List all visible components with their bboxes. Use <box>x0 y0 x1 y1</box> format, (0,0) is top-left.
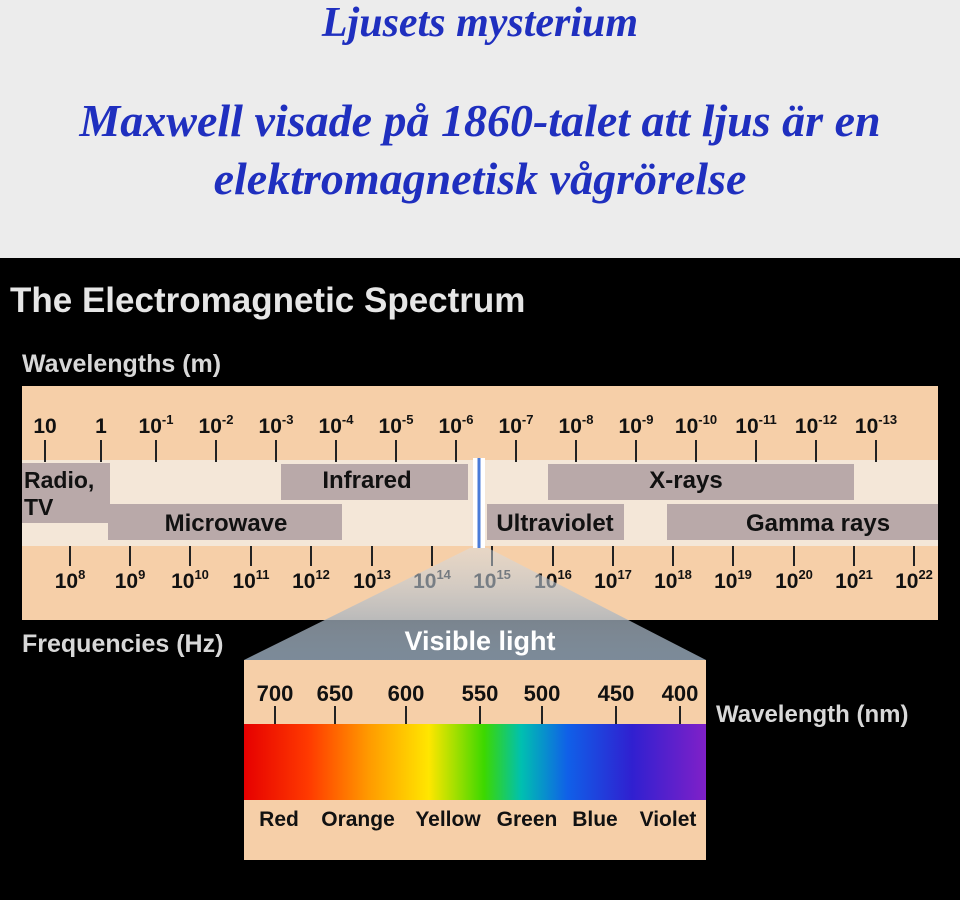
ultraviolet-band-box <box>487 504 624 540</box>
visible-color-name: Blue <box>572 808 618 831</box>
frequency-tick-label: 109 <box>115 567 146 593</box>
frequency-tick-label: 1013 <box>353 567 391 593</box>
frequency-tick-label: 1022 <box>895 567 933 593</box>
wavelength-tick-label: 10-3 <box>259 412 294 438</box>
visible-color-name: Red <box>259 808 299 831</box>
slide-header: Ljusets mysterium Maxwell visade på 1860… <box>0 0 960 258</box>
frequency-tick-label: 1020 <box>775 567 813 593</box>
microwave-label: Microwave <box>165 510 288 537</box>
wavelength-tick-label: 10 <box>33 415 56 438</box>
figure-title: The Electromagnetic Spectrum <box>10 281 525 320</box>
infrared-label: Infrared <box>322 467 411 494</box>
visible-color-name: Yellow <box>415 808 481 831</box>
visible-tick-label: 650 <box>317 681 354 706</box>
wavelength-tick-label: 10-6 <box>439 412 474 438</box>
slide-subtitle: Maxwell visade på 1860-talet att ljus är… <box>79 95 881 204</box>
visible-tick-label: 600 <box>388 681 425 706</box>
wavelength-tick-label: 10-2 <box>199 412 234 438</box>
frequency-tick-label: 1021 <box>835 567 873 593</box>
visible-tick-label: 500 <box>524 681 561 706</box>
xrays-label: X-rays <box>649 467 722 494</box>
frequency-tick-label: 1012 <box>292 567 330 593</box>
visible-color-names: Red Orange Yellow Green Blue Violet <box>259 808 696 831</box>
wavelength-tick-label: 10-8 <box>559 412 594 438</box>
wavelength-tick-label: 10-12 <box>795 412 837 438</box>
frequency-axis-label: Frequencies (Hz) <box>22 630 223 658</box>
radio-label-line1: Radio, <box>24 467 94 493</box>
em-spectrum-svg: The Electromagnetic Spectrum Wavelengths… <box>10 281 938 860</box>
visible-light-funnel <box>244 548 706 660</box>
visible-light-title: Visible light <box>404 626 555 656</box>
visible-color-name: Orange <box>321 808 395 831</box>
wavelength-tick-labels: 10 1 10-1 10-2 10-3 10-4 10-5 10-6 10-7 10-8 10-9 1… <box>33 412 897 438</box>
gamma-band-box <box>667 504 938 540</box>
frequency-tick-label: 108 <box>55 567 86 593</box>
visible-color-name: Green <box>497 808 558 831</box>
wavelength-band <box>22 386 938 460</box>
infrared-band-box <box>281 464 468 500</box>
visible-tick-label: 700 <box>257 681 294 706</box>
frequency-tick-label: 1010 <box>171 567 209 593</box>
radio-label-line2: TV <box>24 494 54 520</box>
wavelength-tick-marks <box>44 440 877 462</box>
wavelength-tick-label: 10-11 <box>735 412 776 438</box>
visible-wavelength-label: Wavelength (nm) <box>716 701 908 728</box>
radio-band-box <box>22 463 110 523</box>
wavelength-tick-label: 10-7 <box>499 412 534 438</box>
visible-tick-label: 450 <box>598 681 635 706</box>
wavelength-axis-label: Wavelengths (m) <box>22 350 221 378</box>
frequency-tick-label: 1018 <box>654 567 692 593</box>
ultraviolet-label: Ultraviolet <box>496 510 613 537</box>
frequency-tick-label: 1019 <box>714 567 752 593</box>
visible-tick-labels: 700 650 600 550 500 450 400 <box>257 681 699 706</box>
wavelength-tick-label: 10-1 <box>139 412 174 438</box>
visible-tick-marks <box>274 706 681 724</box>
wavelength-tick-label: 10-4 <box>319 412 355 438</box>
slide-title: Ljusets mysterium <box>321 0 639 46</box>
wavelength-tick-label: 10-13 <box>855 412 897 438</box>
xrays-band-box <box>548 464 854 500</box>
visible-tick-label: 550 <box>462 681 499 706</box>
visible-spectrum-gradient <box>244 724 706 800</box>
em-spectrum-figure: The Electromagnetic Spectrum Wavelengths… <box>0 258 960 900</box>
wavelength-tick-label: 10-9 <box>619 412 654 438</box>
frequency-tick-label: 1017 <box>594 567 632 593</box>
microwave-band-box <box>108 504 342 540</box>
wavelength-tick-label: 10-10 <box>675 412 717 438</box>
frequency-tick-label: 1011 <box>232 567 269 593</box>
frequency-tick-marks <box>69 546 915 566</box>
wavelength-tick-label: 10-5 <box>379 412 414 438</box>
visible-color-name: Violet <box>640 808 697 831</box>
gamma-label: Gamma rays <box>746 510 890 537</box>
visible-tick-label: 400 <box>662 681 699 706</box>
wavelength-tick-label: 1 <box>95 415 107 438</box>
